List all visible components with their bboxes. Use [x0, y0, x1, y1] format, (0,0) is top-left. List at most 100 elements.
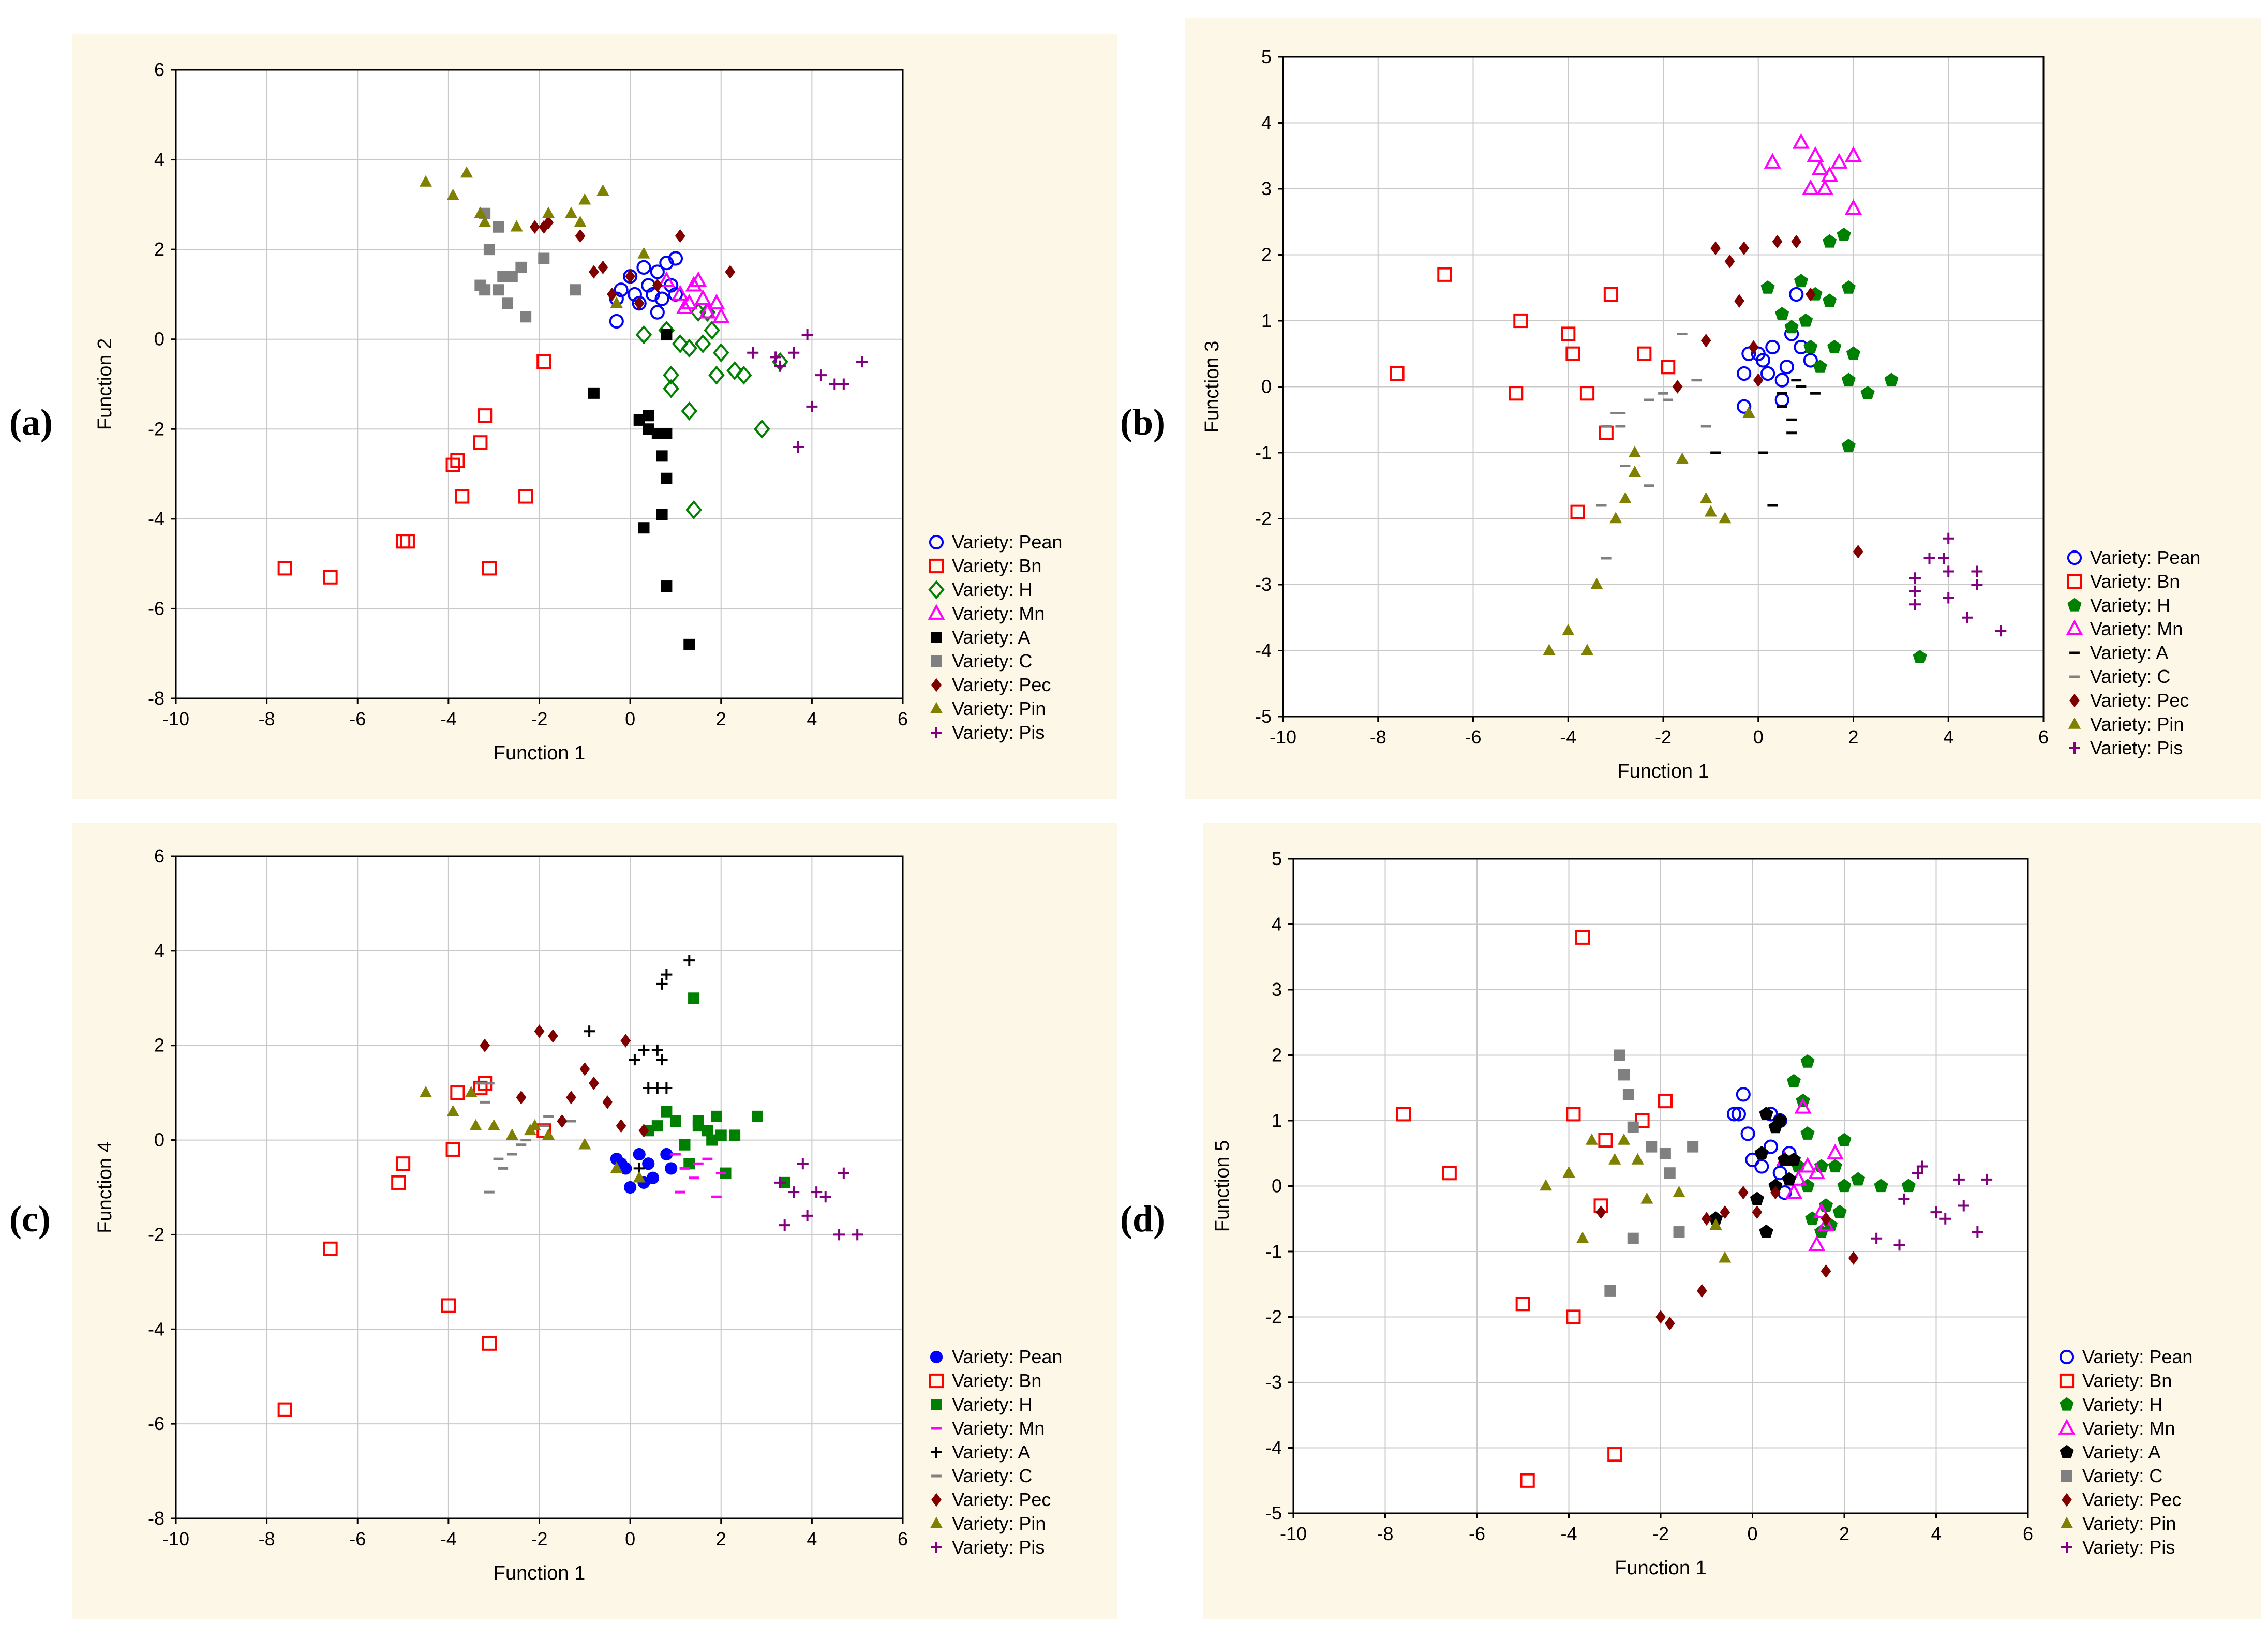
data-point	[1701, 1212, 1712, 1226]
data-point	[1775, 307, 1789, 320]
data-point	[708, 293, 725, 310]
x-tick-label: 4	[1931, 1523, 1941, 1544]
y-tick-label: 0	[1261, 376, 1272, 397]
series-6	[1596, 333, 1711, 560]
data-point	[1841, 439, 1856, 452]
data-point	[450, 453, 465, 468]
legend-marker	[930, 1350, 943, 1364]
series-9	[1909, 532, 2007, 637]
data-point	[1821, 1212, 1831, 1226]
data-point	[1841, 373, 1856, 386]
data-point	[658, 271, 675, 287]
data-point	[1719, 512, 1732, 524]
y-tick-label: -2	[148, 418, 165, 439]
y-tick-label: 0	[154, 329, 165, 350]
data-point	[654, 291, 669, 306]
data-point	[634, 296, 645, 310]
data-point	[1778, 1152, 1792, 1166]
legend-entry-label: Variety: Pean	[952, 1346, 1062, 1367]
data-point	[801, 329, 813, 341]
data-point	[1760, 280, 1775, 294]
data-point	[524, 1124, 537, 1136]
data-point	[1763, 1139, 1779, 1154]
data-point	[1816, 179, 1833, 195]
data-point	[1672, 380, 1683, 394]
data-point	[1726, 1107, 1742, 1122]
x-tick-label: 4	[807, 708, 817, 729]
data-point	[685, 276, 703, 292]
data-point	[833, 1229, 845, 1241]
data-point	[474, 279, 486, 291]
data-point	[469, 1119, 482, 1130]
series-1	[610, 1148, 678, 1194]
data-point	[1860, 385, 1875, 399]
data-point	[729, 1129, 741, 1141]
data-point	[1676, 452, 1689, 464]
data-point	[702, 1125, 713, 1137]
data-point	[683, 638, 695, 650]
data-point	[656, 509, 668, 520]
data-point	[1786, 1152, 1801, 1166]
data-point	[838, 1167, 849, 1179]
data-point	[1734, 294, 1744, 308]
data-point	[642, 1157, 655, 1170]
data-point	[1930, 1206, 1942, 1218]
data-point	[797, 1158, 809, 1170]
data-point	[1437, 267, 1452, 282]
data-point	[672, 285, 689, 301]
data-point	[445, 1142, 460, 1157]
data-point	[1742, 406, 1755, 418]
data-point	[564, 206, 578, 218]
data-point	[1823, 234, 1837, 248]
x-tick-label: -10	[1280, 1523, 1307, 1544]
legend-marker	[2061, 1542, 2072, 1553]
legend-entry-label: Variety: A	[952, 627, 1030, 648]
data-point	[1799, 313, 1813, 327]
y-tick-label: 6	[154, 845, 165, 867]
data-point	[465, 1085, 478, 1097]
data-point	[668, 287, 683, 302]
data-point	[1759, 1224, 1773, 1238]
series-9	[774, 1158, 863, 1241]
data-point	[811, 1186, 823, 1198]
data-point	[520, 311, 532, 323]
y-tick-label: 4	[1272, 914, 1282, 935]
data-point	[788, 347, 800, 359]
data-point	[704, 320, 721, 340]
legend-marker	[2069, 693, 2080, 708]
x-tick-label: 2	[1848, 726, 1858, 748]
data-point	[694, 289, 712, 305]
data-point	[1658, 1093, 1673, 1109]
data-point	[1700, 334, 1711, 348]
data-point	[1826, 1143, 1844, 1160]
y-tick-label: -8	[148, 688, 165, 709]
data-point	[1884, 373, 1899, 386]
data-point	[1821, 1264, 1831, 1278]
data-point	[1750, 1191, 1764, 1205]
y-tick-label: 3	[1261, 178, 1272, 199]
data-point	[588, 265, 599, 279]
data-point	[1619, 492, 1632, 504]
data-point	[479, 215, 491, 227]
data-point	[1646, 1141, 1658, 1153]
data-point	[1513, 313, 1528, 329]
data-point	[752, 1110, 763, 1122]
legend-marker	[2060, 1397, 2074, 1411]
y-tick-label: -1	[1255, 442, 1272, 463]
data-point	[1748, 340, 1759, 354]
data-point	[1627, 1232, 1639, 1244]
data-point	[474, 206, 487, 218]
y-tick-label: 2	[154, 239, 165, 260]
data-point	[1710, 241, 1721, 255]
data-point	[774, 1176, 786, 1188]
data-point	[538, 252, 550, 264]
data-point	[1687, 1141, 1699, 1153]
data-point	[643, 410, 654, 422]
data-point	[446, 188, 459, 200]
data-point	[1901, 1179, 1916, 1193]
data-point	[663, 379, 679, 398]
data-point	[1972, 1226, 1983, 1238]
data-point	[665, 1162, 678, 1175]
legend-entry-label: Variety: C	[2090, 666, 2170, 687]
